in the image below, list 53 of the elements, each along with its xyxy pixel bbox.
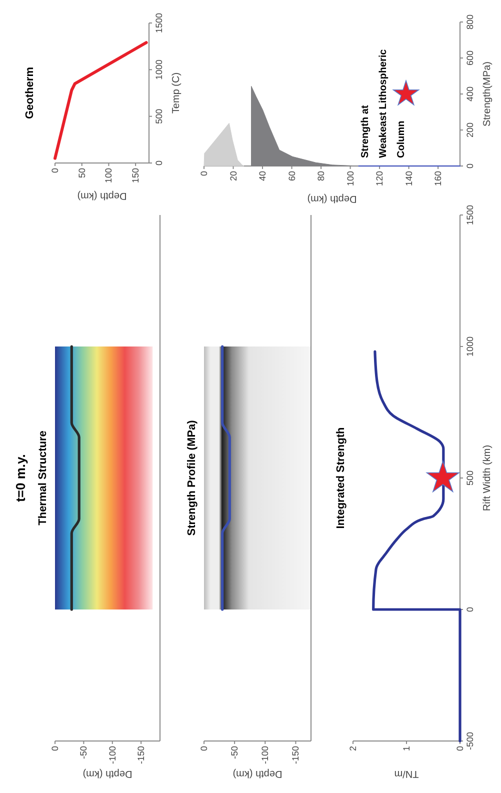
x-tick-label: 140 bbox=[404, 171, 414, 186]
x-tick-label: 160 bbox=[433, 171, 444, 186]
y-tick-label: 500 bbox=[465, 470, 475, 486]
y-tick-label: 1500 bbox=[154, 12, 164, 34]
x-axis-title: Depth (km) bbox=[77, 190, 127, 201]
y-tick-label: 0 bbox=[154, 160, 164, 166]
text: Thermal Structure bbox=[37, 430, 49, 526]
x-tick-label: -100 bbox=[260, 746, 270, 764]
x-tick-label: 2 bbox=[348, 746, 358, 752]
annotation: Strength at Weakeast Lithospheric Column bbox=[360, 48, 407, 158]
y-axis-title: Rift Width (km) bbox=[482, 444, 493, 512]
y-tick-label: 200 bbox=[465, 122, 475, 138]
x-tick-label: -50 bbox=[78, 746, 89, 760]
y-tick-label: 0 bbox=[465, 606, 475, 612]
y-tick-label: 600 bbox=[465, 50, 475, 66]
y-tick-label: 1000 bbox=[154, 60, 164, 80]
x-axis-title: Depth (km) bbox=[307, 193, 357, 204]
y-tick-label: 1000 bbox=[465, 336, 475, 357]
x-axis-title: Depth (km) bbox=[232, 768, 282, 779]
x-tick-label: -100 bbox=[107, 746, 118, 764]
x-tick-label: 0 bbox=[50, 746, 60, 752]
x-tick-label: -150 bbox=[136, 746, 146, 764]
x-tick-label: 50 bbox=[76, 168, 87, 178]
x-tick-label: 120 bbox=[374, 171, 385, 186]
x-tick-label: 80 bbox=[316, 171, 326, 182]
x-tick-label: 0 bbox=[455, 746, 465, 752]
y-tick-label: -500 bbox=[465, 732, 475, 750]
x-tick-label: 0 bbox=[50, 168, 60, 174]
x-tick-label: 1 bbox=[402, 746, 412, 752]
x-axis-title: TN/m bbox=[394, 768, 419, 779]
x-tick-label: 150 bbox=[130, 168, 141, 184]
x-tick-label: -150 bbox=[290, 746, 301, 764]
x-tick-label: 100 bbox=[345, 171, 356, 186]
y-tick-label: 1500 bbox=[465, 204, 475, 226]
x-tick-label: 40 bbox=[258, 171, 268, 182]
text: Integrated Strength bbox=[335, 426, 347, 529]
line-series bbox=[54, 41, 148, 160]
x-tick-label: 100 bbox=[104, 168, 114, 184]
x-axis-title: Depth (km) bbox=[82, 768, 132, 779]
x-tick-label: 0 bbox=[199, 746, 209, 752]
x-tick-label: 0 bbox=[199, 171, 209, 176]
text: t=0 m.y. bbox=[13, 454, 28, 502]
text: Strength Profile (MPa) bbox=[186, 420, 198, 536]
y-axis-title: Strength(MPa) bbox=[482, 61, 493, 127]
x-tick-label: -50 bbox=[230, 746, 240, 760]
x-tick-label: 60 bbox=[286, 171, 297, 182]
text: Geotherm bbox=[24, 66, 36, 119]
y-axis-title: Temp (C) bbox=[171, 72, 182, 114]
x-tick-label: 20 bbox=[228, 171, 238, 182]
y-tick-label: 400 bbox=[465, 86, 475, 102]
y-tick-label: 500 bbox=[154, 108, 164, 124]
y-tick-label: 0 bbox=[465, 163, 475, 169]
y-tick-label: 800 bbox=[465, 14, 475, 30]
